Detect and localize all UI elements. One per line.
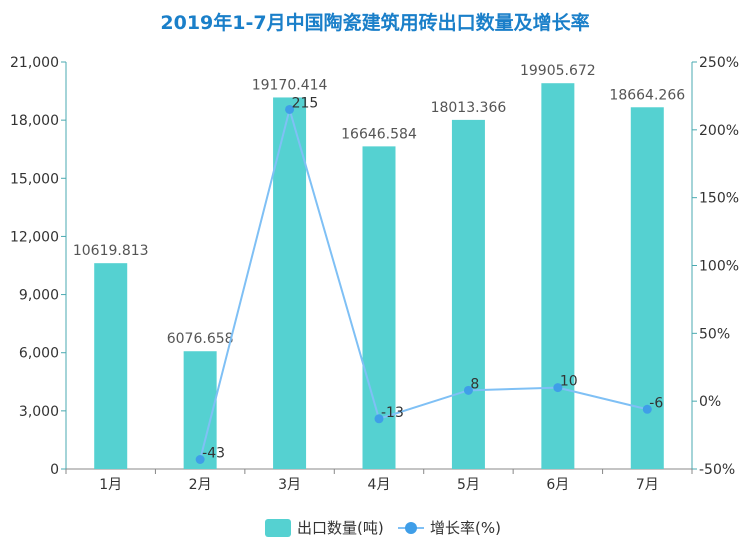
growth-rate-point (285, 104, 295, 114)
left-axis-tick-label: 12,000 (10, 229, 59, 245)
growth-rate-label: -6 (649, 395, 663, 411)
x-axis-tick-label: 5月 (457, 477, 480, 493)
bar-value-label: 6076.658 (167, 331, 234, 347)
growth-rate-point (374, 414, 384, 424)
left-axis-tick-label: 6,000 (19, 346, 59, 362)
right-axis-tick-label: 0% (699, 394, 721, 410)
bar-value-label: 16646.584 (341, 126, 417, 142)
bar (273, 97, 307, 470)
bar (94, 263, 128, 469)
growth-rate-point (553, 383, 563, 393)
x-axis-tick-label: 7月 (636, 477, 659, 493)
legend-bar-swatch (265, 519, 291, 537)
bar-value-label: 18013.366 (431, 100, 507, 116)
x-axis-tick-label: 4月 (368, 477, 391, 493)
right-axis-tick-label: 250% (699, 55, 739, 71)
growth-rate-label: 10 (560, 374, 578, 390)
left-axis-tick-label: 21,000 (10, 55, 59, 71)
left-axis-tick-label: 3,000 (19, 404, 59, 420)
legend-line-label: 增长率(%) (430, 519, 501, 537)
legend-line-marker (405, 522, 417, 534)
right-axis-tick-label: 50% (699, 326, 730, 342)
growth-rate-point (195, 455, 205, 465)
bar-value-label: 19905.672 (520, 63, 596, 79)
growth-rate-label: 8 (470, 376, 479, 392)
bar (541, 83, 575, 470)
bar-value-label: 10619.813 (73, 243, 149, 259)
growth-rate-label: -13 (381, 405, 404, 421)
x-axis-tick-label: 2月 (189, 477, 212, 493)
right-axis-tick-label: 100% (699, 259, 739, 275)
growth-rate-label: -43 (202, 446, 225, 462)
left-axis-tick-label: 9,000 (19, 288, 59, 304)
growth-rate-point (642, 404, 652, 414)
legend-bar-label: 出口数量(吨) (297, 519, 384, 537)
bar-value-label: 18664.266 (609, 87, 685, 103)
bar-value-label: 19170.414 (252, 77, 328, 93)
bar (451, 119, 485, 469)
growth-rate-label: 215 (292, 95, 319, 111)
right-axis-tick-label: -50% (699, 462, 735, 478)
right-axis-tick-label: 150% (699, 191, 739, 207)
growth-rate-point (463, 385, 473, 395)
left-axis-tick-label: 0 (50, 462, 59, 478)
left-axis-tick-label: 18,000 (10, 113, 59, 129)
growth-rate-line (199, 105, 648, 460)
left-axis-tick-label: 15,000 (10, 171, 59, 187)
bar (630, 107, 664, 470)
bar (183, 351, 217, 469)
chart-title: 2019年1-7月中国陶瓷建筑用砖出口数量及增长率 (160, 12, 590, 34)
x-axis-tick-label: 3月 (278, 477, 301, 493)
x-axis-tick-label: 6月 (546, 477, 569, 493)
x-axis-tick-label: 1月 (99, 477, 122, 493)
right-axis-tick-label: 200% (699, 123, 739, 139)
